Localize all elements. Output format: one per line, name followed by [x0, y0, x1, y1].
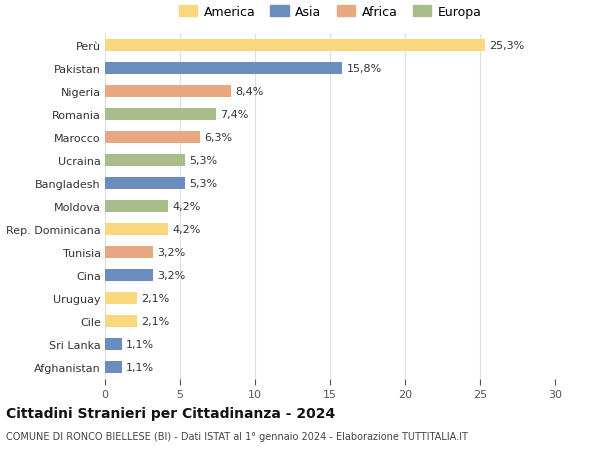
- Text: 3,2%: 3,2%: [157, 270, 186, 280]
- Bar: [105, 246, 153, 259]
- Bar: [105, 108, 216, 121]
- Text: COMUNE DI RONCO BIELLESE (BI) - Dati ISTAT al 1° gennaio 2024 - Elaborazione TUT: COMUNE DI RONCO BIELLESE (BI) - Dati IST…: [6, 431, 468, 442]
- Text: 25,3%: 25,3%: [489, 41, 524, 51]
- Bar: [105, 154, 185, 167]
- Text: 1,1%: 1,1%: [126, 339, 154, 349]
- Bar: [105, 361, 121, 374]
- Text: Cittadini Stranieri per Cittadinanza - 2024: Cittadini Stranieri per Cittadinanza - 2…: [6, 406, 335, 420]
- Text: 5,3%: 5,3%: [189, 156, 217, 166]
- Bar: [105, 269, 153, 282]
- Text: 5,3%: 5,3%: [189, 179, 217, 189]
- Text: 4,2%: 4,2%: [173, 202, 201, 212]
- Text: 3,2%: 3,2%: [157, 247, 186, 257]
- Text: 7,4%: 7,4%: [221, 110, 249, 120]
- Bar: [105, 131, 199, 144]
- Bar: [105, 85, 231, 98]
- Text: 4,2%: 4,2%: [173, 224, 201, 235]
- Text: 15,8%: 15,8%: [347, 64, 382, 74]
- Bar: [105, 223, 168, 236]
- Bar: [105, 177, 185, 190]
- Text: 1,1%: 1,1%: [126, 362, 154, 372]
- Bar: [105, 292, 137, 305]
- Legend: America, Asia, Africa, Europa: America, Asia, Africa, Europa: [176, 3, 484, 21]
- Bar: [105, 62, 342, 75]
- Text: 2,1%: 2,1%: [141, 316, 169, 326]
- Text: 2,1%: 2,1%: [141, 293, 169, 303]
- Bar: [105, 39, 485, 52]
- Bar: [105, 315, 137, 328]
- Text: 6,3%: 6,3%: [204, 133, 232, 143]
- Bar: [105, 200, 168, 213]
- Bar: [105, 338, 121, 351]
- Text: 8,4%: 8,4%: [236, 87, 264, 97]
